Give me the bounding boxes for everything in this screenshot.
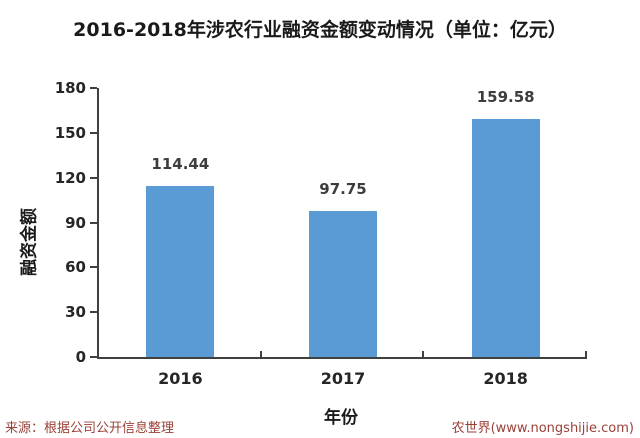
y-tick-label: 60 bbox=[65, 258, 86, 277]
y-tick-label: 120 bbox=[54, 168, 86, 187]
y-tick-mark bbox=[90, 356, 97, 358]
y-tick-mark bbox=[90, 87, 97, 89]
chart-title: 2016-2018年涉农行业融资金额变动情况（单位：亿元） bbox=[73, 19, 567, 41]
y-tick-label: 0 bbox=[75, 348, 86, 366]
bar-value-label: 114.44 bbox=[151, 154, 210, 173]
y-tick-label: 150 bbox=[54, 123, 86, 142]
x-tick-label: 2017 bbox=[320, 369, 366, 388]
plot-area: 0 30 60 90 120 150 180 114.44 2016 97.75 2017 159.5… bbox=[55, 79, 587, 388]
bar bbox=[146, 185, 215, 357]
y-tick-mark bbox=[90, 131, 97, 134]
x-tick-mark bbox=[585, 351, 587, 357]
y-tick-label: 180 bbox=[54, 79, 86, 97]
y-tick-mark bbox=[90, 266, 97, 269]
bar bbox=[471, 118, 540, 357]
x-tick-label: 2018 bbox=[483, 369, 528, 388]
x-axis-title: 年份 bbox=[324, 408, 358, 428]
brand-note: 农世界(www.nongshijie.com) bbox=[451, 421, 634, 436]
y-tick-mark bbox=[90, 221, 97, 224]
x-tick-label: 2016 bbox=[158, 369, 203, 388]
y-tick-mark bbox=[90, 311, 97, 314]
x-tick-mark bbox=[259, 351, 262, 357]
source-note: 来源：根据公司公开信息整理 bbox=[5, 421, 175, 436]
bar-value-label: 97.75 bbox=[319, 179, 367, 198]
y-tick-label: 90 bbox=[65, 213, 86, 232]
bar-value-label: 159.58 bbox=[476, 87, 535, 106]
bar bbox=[309, 210, 377, 357]
x-tick-mark bbox=[422, 351, 425, 357]
y-tick-label: 30 bbox=[65, 303, 86, 322]
y-axis-title: 融资金额 bbox=[19, 208, 40, 276]
y-tick-mark bbox=[90, 176, 97, 179]
